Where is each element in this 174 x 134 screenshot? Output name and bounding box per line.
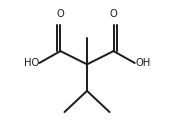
Text: HO: HO — [24, 58, 39, 68]
Text: O: O — [110, 9, 117, 19]
Text: O: O — [57, 9, 64, 19]
Text: OH: OH — [135, 58, 150, 68]
